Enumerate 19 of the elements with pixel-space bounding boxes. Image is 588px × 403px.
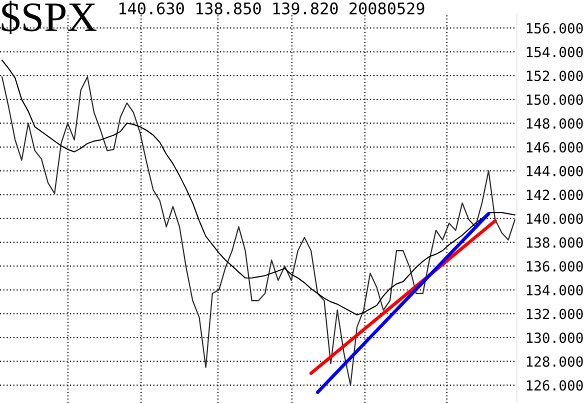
- y-tick-label: 138.000: [526, 237, 583, 248]
- y-tick-label: 146.000: [526, 142, 583, 153]
- y-tick-label: 140.000: [526, 213, 583, 224]
- y-tick-label: 130.000: [526, 332, 583, 344]
- y-tick-label: 134.000: [526, 284, 583, 296]
- y-tick-label: 128.000: [526, 356, 583, 367]
- y-tick-label: 154.000: [526, 46, 583, 58]
- y-tick-label: 148.000: [526, 118, 583, 129]
- chart-title: $SPX: [2, 0, 97, 34]
- line-series: [1, 76, 516, 386]
- y-tick-label: 142.000: [526, 190, 583, 200]
- y-tick-label: 144.000: [526, 166, 583, 176]
- y-tick-label: 150.000: [526, 94, 583, 105]
- y-tick-label: 136.000: [526, 261, 583, 272]
- chart-subtitle: 140.630 138.850 139.820 20080529: [120, 2, 424, 14]
- y-tick-label: 156.000: [526, 22, 583, 34]
- y-tick-label: 132.000: [526, 308, 583, 320]
- y-tick-label: 126.000: [526, 380, 583, 391]
- y-tick-label: 152.000: [526, 70, 583, 82]
